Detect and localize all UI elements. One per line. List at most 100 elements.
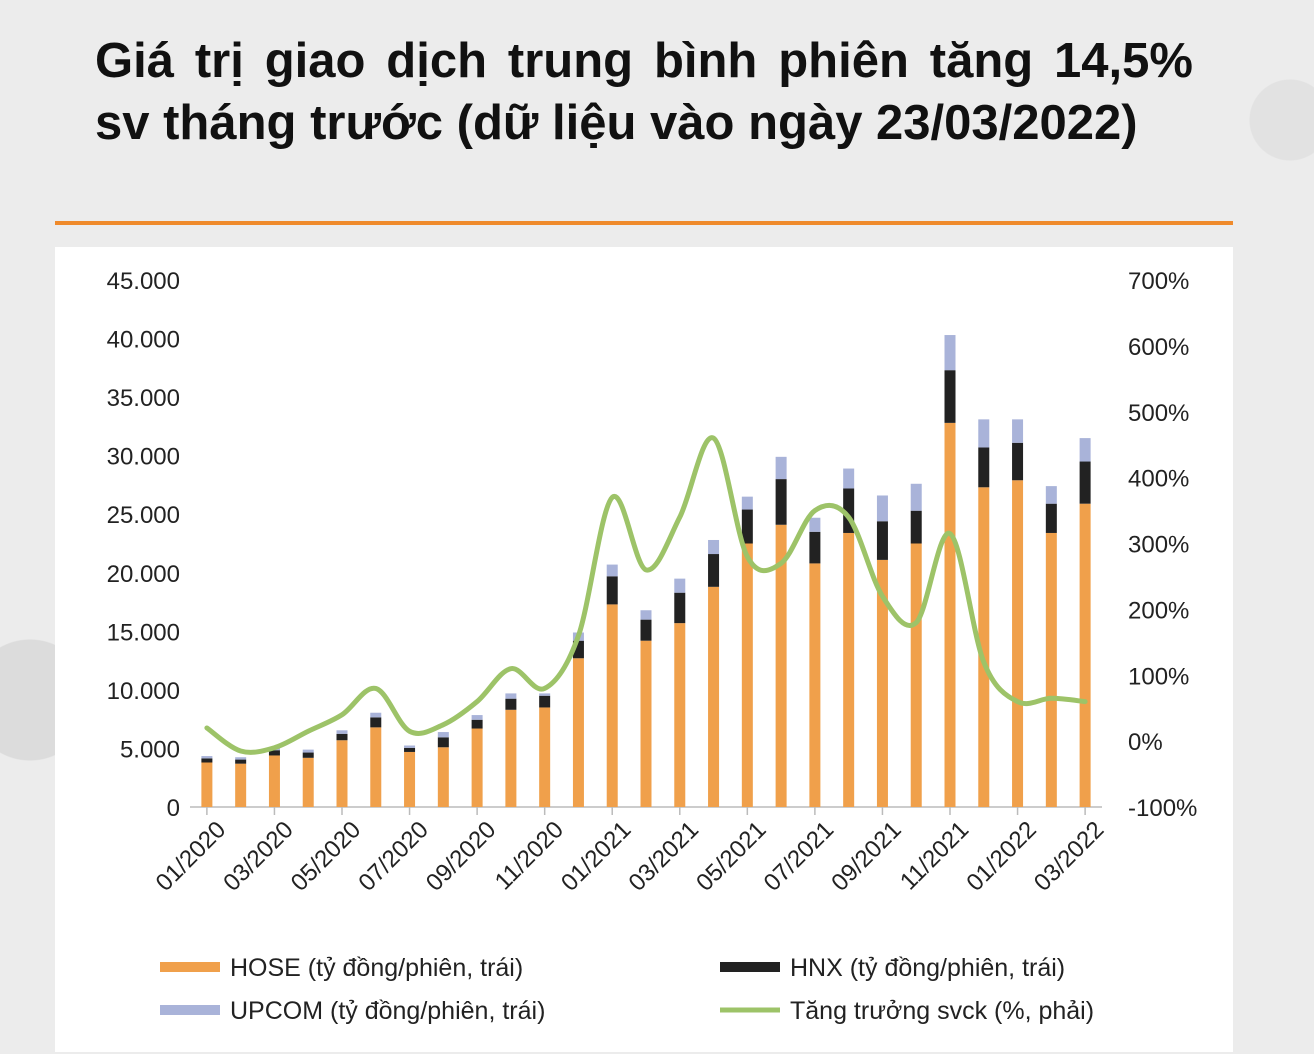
y-right-tick-label: 500% — [1128, 400, 1189, 427]
y-left-tick-label: 35.000 — [107, 385, 180, 412]
x-tick-label: 01/2020 — [151, 816, 231, 896]
x-tick-label: 09/2020 — [421, 816, 501, 896]
hose-bar — [775, 524, 787, 807]
legend-swatch — [160, 962, 220, 972]
legend-label: UPCOM (tỷ đồng/phiên, trái) — [230, 997, 545, 1025]
upcom-bar — [674, 578, 686, 593]
hnx-bar — [775, 479, 787, 525]
hnx-bar — [437, 737, 449, 748]
x-tick-label: 03/2020 — [218, 816, 298, 896]
y-left-tick-label: 25.000 — [107, 502, 180, 529]
y-right-tick-label: 600% — [1128, 334, 1189, 361]
x-tick-label: 09/2021 — [826, 816, 906, 896]
hose-bar — [302, 757, 314, 807]
title-divider — [55, 221, 1233, 225]
x-tick-label: 05/2020 — [286, 816, 366, 896]
hose-bar — [572, 658, 584, 807]
hose-bar — [876, 559, 888, 807]
hose-bar — [910, 543, 922, 807]
y-right-tick-label: 400% — [1128, 466, 1189, 493]
hnx-bar — [572, 640, 584, 659]
upcom-bar — [809, 517, 821, 532]
upcom-bar — [1045, 486, 1057, 504]
upcom-bar — [640, 610, 652, 620]
y-right-tick-label: 0% — [1128, 729, 1163, 756]
hnx-bar — [978, 447, 990, 488]
hose-bar — [708, 586, 720, 807]
hose-bar — [505, 709, 517, 807]
hose-bar — [1079, 503, 1091, 807]
x-tick-label: 05/2021 — [691, 816, 771, 896]
upcom-bar — [1012, 419, 1024, 443]
y-left-tick-label: 30.000 — [107, 444, 180, 471]
hose-bar — [944, 422, 956, 807]
hnx-bar — [910, 510, 922, 544]
hnx-bar — [201, 758, 213, 763]
upcom-bar — [606, 564, 618, 577]
hnx-bar — [302, 752, 314, 758]
y-right-tick-label: -100% — [1128, 795, 1197, 822]
legend-label: HNX (tỷ đồng/phiên, trái) — [790, 954, 1065, 982]
hose-bar — [268, 755, 280, 807]
x-tick-label: 01/2021 — [556, 816, 636, 896]
upcom-bar — [471, 715, 483, 720]
hnx-bar — [843, 488, 855, 533]
x-tick-label: 07/2021 — [759, 816, 839, 896]
hnx-bar — [404, 747, 416, 752]
hnx-bar — [471, 719, 483, 729]
hnx-bar — [708, 554, 720, 587]
hnx-bar — [336, 733, 348, 741]
y-left-tick-label: 5.000 — [120, 736, 180, 763]
hose-bar — [978, 487, 990, 807]
upcom-bar — [370, 712, 382, 718]
hose-bar — [809, 563, 821, 807]
growth-line — [204, 435, 1088, 755]
upcom-bar — [404, 745, 416, 748]
upcom-bar — [843, 468, 855, 489]
x-tick-label: 03/2021 — [624, 816, 704, 896]
hnx-bar — [944, 370, 956, 423]
y-right-tick-label: 300% — [1128, 532, 1189, 559]
x-tick-label: 11/2021 — [895, 816, 974, 895]
y-right-tick-label: 700% — [1128, 268, 1189, 295]
hnx-bar — [1012, 442, 1024, 481]
y-left-tick-label: 10.000 — [107, 678, 180, 705]
hnx-bar — [674, 592, 686, 624]
legend-swatch — [720, 1007, 780, 1013]
hnx-bar — [876, 521, 888, 560]
upcom-bar — [876, 495, 888, 522]
upcom-bar — [741, 496, 753, 510]
upcom-bar — [505, 693, 517, 699]
upcom-bar — [539, 693, 551, 696]
upcom-bar — [235, 757, 247, 760]
upcom-bar — [1079, 438, 1091, 462]
page-title: Giá trị giao dịch trung bình phiên tăng … — [95, 34, 1193, 150]
hose-bar — [437, 747, 449, 807]
x-tick-label: 11/2020 — [490, 816, 569, 895]
y-right-tick-label: 100% — [1128, 663, 1189, 690]
hnx-bar — [640, 619, 652, 641]
hnx-bar — [370, 717, 382, 728]
hnx-bar — [539, 695, 551, 708]
upcom-bar — [978, 419, 990, 448]
hnx-bar — [235, 759, 247, 764]
legend-label: HOSE (tỷ đồng/phiên, trái) — [230, 954, 523, 982]
x-tick-label: 07/2020 — [353, 816, 433, 896]
upcom-bar — [944, 335, 956, 371]
upcom-bar — [708, 539, 720, 555]
legend-swatch — [720, 962, 780, 972]
upcom-bar — [775, 456, 787, 480]
hose-bar — [201, 762, 213, 807]
hnx-bar — [1079, 461, 1091, 504]
hnx-bar — [741, 509, 753, 544]
hose-bar — [1012, 480, 1024, 807]
hnx-bar — [268, 750, 280, 756]
upcom-bar — [201, 756, 213, 759]
hose-bar — [235, 763, 247, 807]
hose-bar — [471, 728, 483, 807]
hose-bar — [1045, 532, 1057, 807]
hnx-bar — [606, 576, 618, 605]
legend-label: Tăng trưởng svck (%, phải) — [790, 997, 1094, 1025]
hose-bar — [404, 751, 416, 807]
